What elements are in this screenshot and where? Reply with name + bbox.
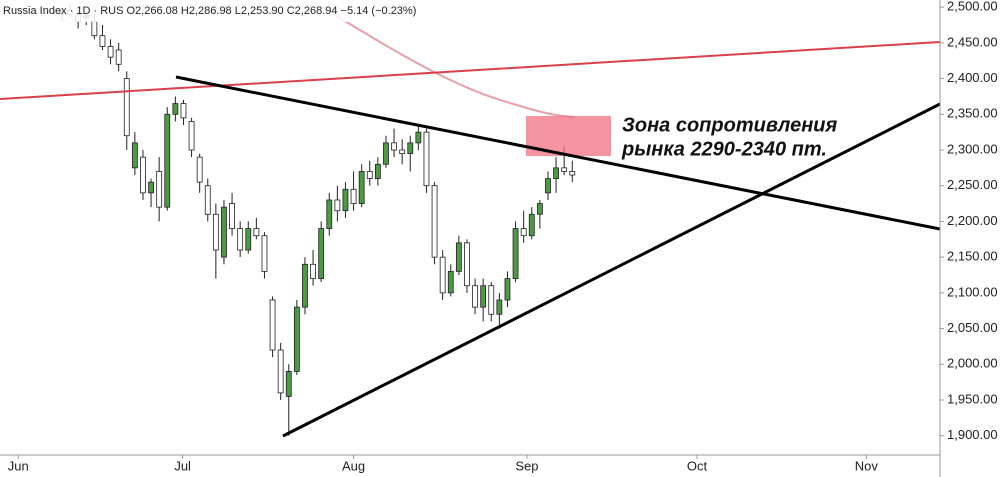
x-tick-label: Aug bbox=[342, 458, 365, 473]
candle-body bbox=[180, 103, 187, 119]
candle-body bbox=[374, 163, 381, 179]
candle-body bbox=[399, 149, 406, 154]
y-tick-label: 2,300.00 bbox=[947, 141, 998, 156]
candle-body bbox=[431, 185, 438, 258]
candle-body bbox=[553, 167, 559, 179]
y-tick-label: 2,000.00 bbox=[947, 356, 998, 371]
candle-body bbox=[383, 142, 389, 165]
candle-body bbox=[415, 131, 422, 144]
x-tick-label: Sep bbox=[515, 458, 538, 473]
y-tick-label: 2,150.00 bbox=[947, 249, 998, 264]
candle-body bbox=[196, 156, 203, 183]
candle-body bbox=[99, 35, 106, 47]
moving-average bbox=[309, 0, 576, 118]
candle-body bbox=[326, 199, 333, 229]
candle-body bbox=[480, 285, 487, 308]
candle-body bbox=[164, 113, 171, 208]
candle-body bbox=[318, 228, 325, 279]
candle-body bbox=[229, 203, 235, 229]
candle-body bbox=[423, 131, 430, 187]
y-tick-label: 2,050.00 bbox=[947, 320, 998, 335]
symbol-legend: Russia Index · 1D · RUS O2,266.08 H2,286… bbox=[3, 5, 416, 17]
candle-body bbox=[366, 171, 373, 179]
candle-body bbox=[407, 142, 414, 154]
candle-body bbox=[334, 199, 341, 212]
candle-body bbox=[107, 46, 114, 58]
candle-body bbox=[488, 285, 495, 315]
candle-body bbox=[115, 49, 122, 65]
candle-body bbox=[188, 121, 195, 151]
candle-body bbox=[221, 206, 227, 258]
candle-body bbox=[172, 103, 179, 115]
candle-body bbox=[148, 181, 154, 194]
red-trend-line bbox=[0, 41, 941, 100]
y-tick-label: 2,450.00 bbox=[947, 34, 998, 49]
annotation: рынка 2290-2340 пт. bbox=[621, 138, 827, 160]
candle-body bbox=[472, 285, 478, 308]
candle-body bbox=[536, 203, 543, 215]
candle-body bbox=[350, 188, 357, 204]
candle-body bbox=[391, 142, 397, 151]
plot bbox=[59, 3, 576, 436]
y-tick-label: 2,100.00 bbox=[947, 284, 998, 299]
candle-body bbox=[212, 213, 219, 251]
y-tick-label: 2,350.00 bbox=[947, 106, 998, 121]
candle-body bbox=[156, 171, 163, 208]
candle-body bbox=[528, 213, 535, 237]
candle-body bbox=[285, 371, 292, 397]
candle-body bbox=[245, 228, 252, 251]
annotation: Зона сопротивления bbox=[622, 114, 837, 136]
candle-body bbox=[496, 299, 503, 315]
candle-body bbox=[561, 167, 568, 172]
candle-body bbox=[293, 306, 300, 372]
candle-body bbox=[439, 256, 446, 294]
candle-body bbox=[91, 21, 98, 37]
x-tick-label: Nov bbox=[855, 458, 879, 473]
x-tick-label: Jul bbox=[174, 458, 191, 473]
x-tick-label: Jun bbox=[8, 458, 29, 473]
candle-body bbox=[455, 242, 462, 272]
candle-body bbox=[131, 142, 138, 169]
candle-body bbox=[545, 178, 551, 194]
descending-trend-line bbox=[175, 75, 941, 231]
candle-body bbox=[237, 228, 244, 251]
candle-body bbox=[464, 242, 470, 287]
candle-body bbox=[310, 263, 316, 279]
candle-body bbox=[342, 188, 349, 212]
candle-body bbox=[140, 156, 146, 194]
candle-body bbox=[204, 185, 211, 215]
candle-body bbox=[520, 228, 527, 237]
y-tick-label: 2,200.00 bbox=[947, 213, 998, 228]
legend-background bbox=[0, 0, 370, 22]
candle-body bbox=[504, 278, 511, 301]
candle-body bbox=[302, 263, 308, 308]
candle-body bbox=[277, 349, 284, 394]
x-tick-label: Oct bbox=[687, 458, 708, 473]
candle-body bbox=[447, 271, 454, 294]
candle-body bbox=[569, 171, 576, 176]
ascending-trend-line bbox=[282, 102, 941, 438]
candle-body bbox=[512, 228, 519, 279]
y-tick-label: 1,950.00 bbox=[947, 391, 998, 406]
candle-body bbox=[253, 228, 260, 237]
candle-body bbox=[261, 235, 268, 272]
y-tick-label: 2,500.00 bbox=[947, 0, 998, 14]
y-tick-label: 2,250.00 bbox=[947, 177, 998, 192]
candle-body bbox=[269, 299, 276, 351]
candle-body bbox=[123, 78, 130, 137]
y-tick-label: 2,400.00 bbox=[947, 70, 998, 85]
y-tick-label: 1,900.00 bbox=[947, 427, 998, 442]
candle-body bbox=[358, 171, 365, 204]
